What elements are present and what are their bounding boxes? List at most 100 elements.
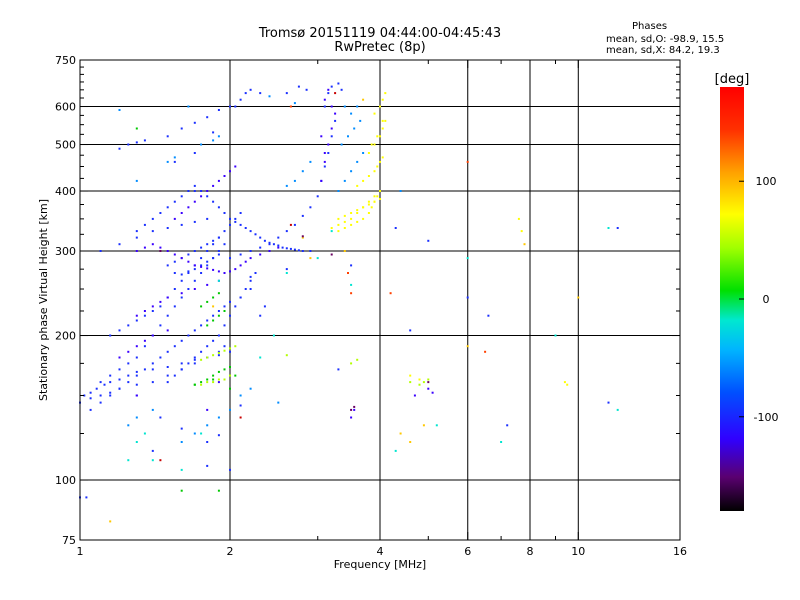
- data-point: [277, 246, 280, 249]
- data-point: [206, 408, 209, 411]
- data-point: [151, 334, 154, 337]
- data-point: [109, 334, 112, 337]
- data-point: [320, 179, 323, 182]
- data-point: [166, 250, 169, 252]
- data-point: [229, 347, 231, 350]
- data-point: [173, 160, 176, 163]
- data-point: [223, 175, 226, 177]
- y-tick-label: 75: [62, 534, 76, 547]
- data-point: [384, 119, 387, 122]
- data-point: [249, 257, 252, 260]
- data-point: [187, 105, 190, 108]
- data-point: [206, 283, 209, 286]
- data-point: [217, 350, 220, 353]
- data-point: [118, 329, 121, 332]
- data-point: [206, 190, 209, 192]
- data-point: [343, 179, 346, 182]
- data-point: [206, 300, 209, 303]
- data-point: [212, 319, 215, 322]
- data-point: [356, 105, 359, 108]
- data-point: [607, 227, 610, 229]
- data-point: [212, 305, 215, 308]
- data-point: [239, 296, 242, 299]
- data-point: [268, 243, 271, 246]
- data-point: [109, 381, 112, 384]
- data-point: [103, 383, 106, 386]
- data-point: [263, 305, 266, 308]
- data-point: [327, 88, 330, 91]
- data-point: [200, 305, 203, 308]
- data-point: [135, 441, 138, 443]
- data-point: [187, 260, 190, 263]
- data-point: [301, 170, 304, 173]
- data-point: [343, 227, 346, 229]
- data-point: [239, 223, 242, 226]
- data-point: [340, 143, 343, 146]
- y-tick-label: 100: [55, 474, 76, 487]
- data-point: [127, 424, 130, 427]
- data-point: [212, 296, 215, 299]
- data-point: [212, 139, 215, 142]
- series-phase-80: [200, 345, 430, 386]
- data-point: [166, 296, 169, 299]
- y-tick-label: 750: [55, 54, 76, 67]
- data-point: [99, 381, 102, 384]
- data-point: [466, 296, 469, 299]
- data-point: [193, 200, 196, 203]
- data-point: [394, 449, 397, 452]
- data-point: [289, 247, 292, 250]
- series-phase-160: [289, 105, 487, 353]
- data-point: [249, 88, 252, 91]
- data-point: [517, 217, 520, 220]
- data-point: [356, 220, 359, 223]
- series-phase--130: [118, 88, 434, 419]
- data-point: [223, 272, 226, 274]
- data-point: [323, 165, 326, 168]
- data-point: [376, 135, 379, 138]
- data-point: [239, 394, 242, 397]
- data-point: [206, 243, 209, 246]
- y-tick-label: 300: [55, 245, 76, 258]
- data-point: [323, 98, 326, 101]
- data-point: [151, 381, 154, 384]
- data-point: [234, 220, 237, 223]
- data-point: [166, 366, 169, 368]
- data-point: [343, 220, 346, 223]
- data-point: [217, 334, 220, 337]
- data-point: [135, 236, 138, 239]
- data-point: [187, 334, 190, 337]
- data-point: [362, 206, 365, 209]
- data-point: [229, 217, 231, 220]
- data-point: [367, 152, 370, 154]
- data-point: [135, 314, 138, 317]
- data-point: [173, 374, 176, 377]
- data-point: [234, 165, 237, 168]
- data-point: [367, 175, 370, 177]
- data-point: [239, 98, 242, 101]
- data-point: [409, 374, 412, 377]
- data-point: [206, 381, 209, 384]
- data-point: [212, 381, 215, 384]
- data-point: [229, 257, 231, 260]
- data-point: [89, 408, 92, 411]
- data-point: [249, 279, 252, 282]
- data-point: [193, 383, 196, 386]
- data-point: [239, 404, 242, 407]
- data-point: [309, 250, 312, 252]
- data-point: [135, 383, 138, 386]
- data-point: [359, 119, 362, 122]
- data-point: [135, 127, 138, 130]
- data-point: [353, 127, 356, 130]
- y-tick-label: 600: [55, 101, 76, 114]
- data-point: [234, 374, 237, 377]
- data-point: [229, 366, 231, 368]
- data-point: [249, 387, 252, 390]
- data-point: [143, 368, 146, 371]
- data-point: [293, 179, 296, 182]
- data-point: [151, 310, 154, 312]
- data-point: [466, 160, 469, 163]
- data-point: [180, 273, 183, 276]
- data-point: [272, 243, 275, 246]
- data-point: [223, 212, 226, 214]
